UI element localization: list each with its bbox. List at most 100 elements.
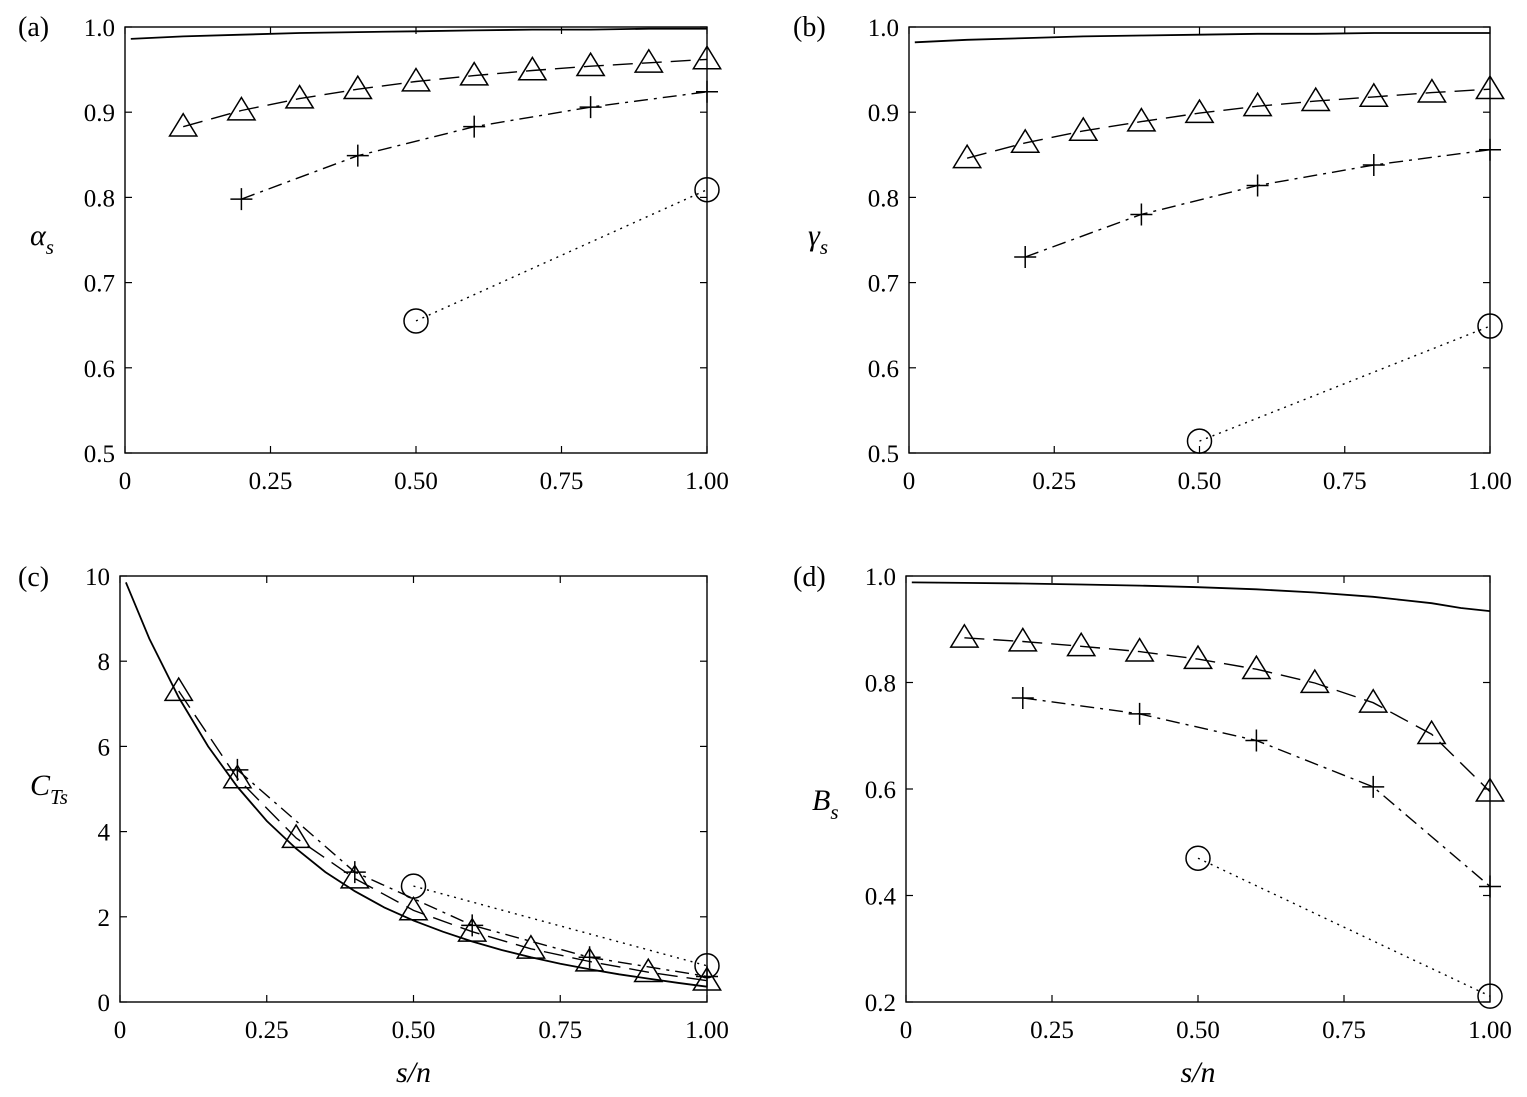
series-line (966, 88, 1491, 159)
y-tick-label: 2 (98, 905, 111, 932)
series-line (413, 885, 708, 967)
circle-marker (1186, 428, 1213, 454)
triangle-marker (633, 957, 664, 983)
x-axis-label: s/n (396, 1056, 431, 1089)
x-tick-label: 0.25 (245, 1017, 289, 1044)
plus-marker (1128, 702, 1151, 725)
triangle-marker (1241, 654, 1272, 680)
series-line (1022, 697, 1491, 887)
triangle-marker (692, 44, 722, 70)
plus-marker (1014, 246, 1037, 269)
y-axis-label: αs (30, 219, 54, 259)
plus-marker (696, 80, 718, 103)
y-tick-label: 1.0 (84, 15, 115, 42)
triangle-marker (342, 74, 373, 100)
y-tick-label: 1.0 (865, 564, 896, 591)
x-tick-label: 0.75 (1323, 468, 1367, 495)
x-tick-label: 0.25 (1032, 468, 1076, 495)
y-tick-label: 0.8 (865, 671, 896, 698)
triangle-marker (457, 917, 488, 942)
series-none-solid (914, 32, 1490, 44)
circle-marker (1477, 313, 1503, 339)
series-triangle-dashed (952, 74, 1505, 169)
y-axis-label: Bs (812, 784, 839, 824)
series-line (125, 582, 708, 988)
plus-marker (346, 144, 369, 167)
y-axis-label: CTs (30, 769, 68, 809)
triangle-marker (398, 895, 429, 921)
x-tick-label: 0 (903, 468, 916, 495)
triangle-marker (692, 966, 722, 991)
triangle-marker (1010, 128, 1041, 153)
series-line (911, 581, 1491, 612)
series-triangle-dashed (949, 623, 1505, 802)
plus-marker (461, 914, 484, 937)
x-tick-label: 0.25 (249, 468, 293, 495)
triangle-marker (1242, 91, 1273, 117)
plus-marker (230, 188, 253, 211)
plus-marker (343, 861, 366, 884)
y-tick-label: 6 (98, 734, 111, 761)
x-tick-label: 0 (900, 1017, 913, 1044)
x-tick-label: 1.00 (685, 1017, 729, 1044)
series-line (178, 690, 708, 982)
triangle-marker (1068, 116, 1099, 142)
y-tick-label: 4 (98, 820, 111, 847)
series-line (1199, 325, 1491, 442)
series-line (183, 58, 708, 128)
series-triangle-dashed (163, 676, 722, 991)
y-axis-label: γs (808, 219, 828, 259)
y-tick-label: 0.7 (868, 271, 899, 298)
series-triangle-dashed (168, 44, 722, 137)
triangle-marker (1184, 98, 1215, 124)
circle-marker (694, 176, 720, 203)
y-tick-label: 0.5 (868, 441, 899, 468)
triangle-marker (459, 61, 490, 86)
series-line (415, 189, 708, 322)
series-circle-dotted (1186, 313, 1503, 454)
series-circle-dotted (400, 873, 720, 979)
y-tick-label: 10 (85, 564, 110, 591)
chart-panel-1: 0 0.25 0.50 0.75 1.00 0.5 0.6 0.7 0.8 0.9 1.0 (a) αs (18, 12, 729, 495)
series-plus-dashdot (1014, 138, 1501, 269)
chart-panel-4: 0 0.25 0.50 0.75 1.00 0.2 0.4 0.6 0.8 1.0 (d) Bs s/n (793, 562, 1512, 1089)
series-line (236, 769, 708, 978)
chart-panel-2: 0 0.25 0.50 0.75 1.00 0.5 0.6 0.7 0.8 0.9 1.0 (b) γs (793, 12, 1512, 495)
triangle-marker (1183, 644, 1213, 670)
x-tick-label: 0.50 (394, 468, 438, 495)
y-tick-label: 0.6 (84, 356, 115, 383)
series-line (964, 637, 1491, 793)
triangle-marker (284, 84, 315, 109)
y-tick-label: 1.0 (868, 15, 899, 42)
y-tick-label: 0.6 (868, 356, 899, 383)
circle-marker (403, 308, 429, 334)
triangle-marker (1066, 631, 1097, 657)
triangle-marker (1007, 627, 1038, 652)
x-tick-label: 0.75 (538, 1017, 582, 1044)
plus-marker (1479, 875, 1501, 898)
series-line (1197, 857, 1491, 997)
series-circle-dotted (403, 176, 720, 334)
x-tick-label: 0.25 (1030, 1017, 1074, 1044)
triangle-marker (633, 48, 664, 73)
x-tick-label: 1.00 (685, 468, 729, 495)
plot-frame (908, 26, 1491, 454)
triangle-marker (1416, 78, 1447, 103)
triangle-marker (281, 823, 312, 849)
triangle-marker (1358, 82, 1389, 107)
triangle-marker (1416, 719, 1447, 745)
x-tick-label: 0.75 (540, 468, 584, 495)
triangle-marker (1126, 107, 1157, 132)
triangle-marker (1475, 777, 1505, 802)
triangle-marker (1124, 637, 1155, 662)
triangle-marker (574, 947, 605, 972)
triangle-marker (339, 864, 370, 889)
triangle-marker (517, 56, 548, 81)
plus-marker (1479, 138, 1501, 161)
y-tick-label: 0.8 (868, 185, 899, 212)
series-circle-dotted (1185, 845, 1503, 1009)
series-none-solid (130, 27, 707, 40)
x-tick-label: 0.50 (1178, 468, 1222, 495)
y-tick-label: 8 (98, 649, 111, 676)
